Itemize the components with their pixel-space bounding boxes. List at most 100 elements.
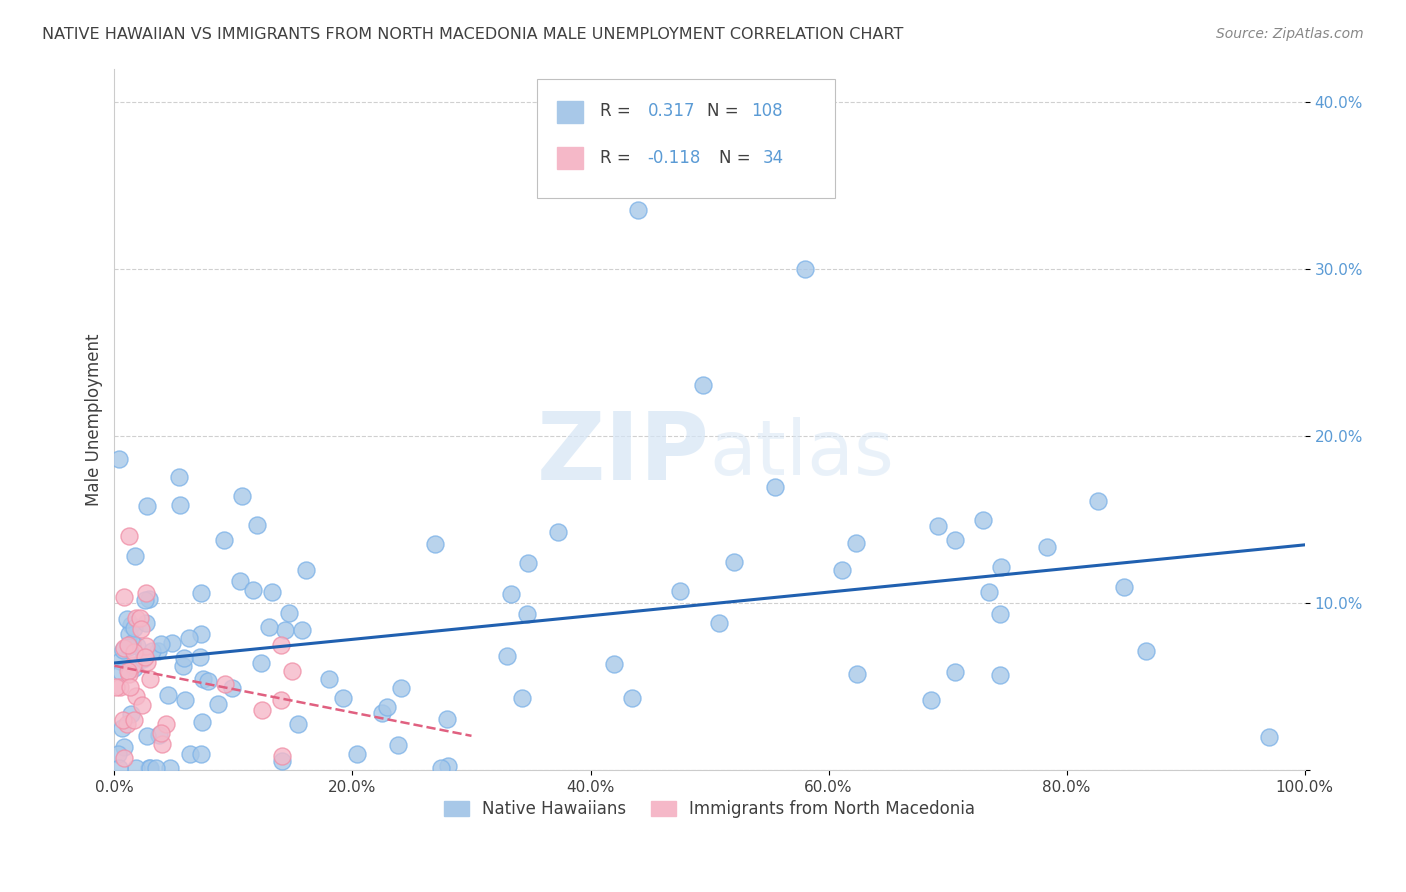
Point — [793, 262, 815, 277]
Text: atlas: atlas — [710, 417, 894, 491]
Point — [197, 673, 219, 688]
Point — [1135, 644, 1157, 658]
Point — [496, 649, 519, 664]
Point — [155, 717, 177, 731]
Point — [139, 761, 162, 775]
Point — [169, 498, 191, 512]
Point — [112, 590, 135, 604]
Text: R =: R = — [600, 149, 631, 167]
Point — [231, 490, 253, 504]
Point — [111, 713, 134, 727]
Point — [124, 549, 146, 564]
Point — [763, 480, 786, 494]
Point — [132, 652, 155, 666]
Point — [125, 689, 148, 703]
Point — [172, 659, 194, 673]
Point — [134, 593, 156, 607]
Text: -0.118: -0.118 — [648, 149, 702, 167]
Point — [135, 615, 157, 630]
Point — [547, 524, 569, 539]
Point — [278, 606, 301, 620]
Point — [112, 750, 135, 764]
Point — [287, 717, 309, 731]
Point — [136, 729, 159, 743]
Point — [134, 650, 156, 665]
Point — [250, 657, 273, 671]
Legend: Native Hawaiians, Immigrants from North Macedonia: Native Hawaiians, Immigrants from North … — [437, 794, 983, 825]
Point — [831, 563, 853, 577]
Point — [707, 615, 730, 630]
Point — [972, 513, 994, 527]
Point — [270, 749, 292, 764]
Point — [115, 612, 138, 626]
Point — [977, 584, 1000, 599]
Text: N =: N = — [718, 149, 751, 167]
Point — [602, 657, 624, 671]
Point — [943, 533, 966, 547]
Point — [112, 640, 135, 655]
Point — [121, 635, 143, 649]
Point — [125, 611, 148, 625]
Point — [245, 517, 267, 532]
Point — [120, 706, 142, 721]
Point — [945, 665, 967, 679]
Point — [124, 761, 146, 775]
Point — [214, 677, 236, 691]
Point — [120, 617, 142, 632]
Point — [387, 738, 409, 752]
Point — [620, 690, 643, 705]
Point — [150, 737, 173, 751]
Point — [117, 638, 139, 652]
Point — [150, 637, 173, 651]
Point — [190, 627, 212, 641]
Point — [318, 672, 340, 686]
Point — [988, 668, 1011, 682]
Point — [122, 621, 145, 635]
Point — [281, 664, 304, 678]
Point — [188, 650, 211, 665]
Point — [389, 681, 412, 695]
Point — [122, 658, 145, 673]
Bar — [557, 101, 583, 122]
Point — [135, 655, 157, 669]
Point — [257, 620, 280, 634]
Point — [138, 761, 160, 775]
Point — [129, 622, 152, 636]
Point — [221, 681, 243, 695]
Point — [270, 693, 292, 707]
Point — [627, 203, 650, 218]
Point — [193, 672, 215, 686]
Point — [122, 661, 145, 675]
Point — [437, 758, 460, 772]
Point — [273, 623, 295, 637]
Point — [110, 665, 132, 680]
Point — [118, 529, 141, 543]
Point — [107, 747, 129, 762]
Point — [157, 688, 180, 702]
Point — [177, 631, 200, 645]
Point — [122, 713, 145, 727]
Point — [115, 716, 138, 731]
Point — [145, 761, 167, 775]
Point — [1087, 493, 1109, 508]
Point — [118, 640, 141, 655]
Point — [430, 761, 453, 775]
Point — [128, 611, 150, 625]
Point — [148, 728, 170, 742]
Point — [845, 667, 868, 681]
Point — [692, 378, 714, 392]
Text: Source: ZipAtlas.com: Source: ZipAtlas.com — [1216, 27, 1364, 41]
Point — [499, 587, 522, 601]
Point — [229, 574, 252, 588]
Text: 34: 34 — [763, 149, 785, 167]
Point — [920, 692, 942, 706]
Point — [118, 667, 141, 681]
Point — [332, 691, 354, 706]
Point — [124, 646, 146, 660]
Point — [207, 697, 229, 711]
Point — [845, 536, 868, 550]
Point — [346, 747, 368, 761]
Point — [988, 607, 1011, 622]
Point — [108, 761, 131, 775]
Point — [668, 583, 690, 598]
